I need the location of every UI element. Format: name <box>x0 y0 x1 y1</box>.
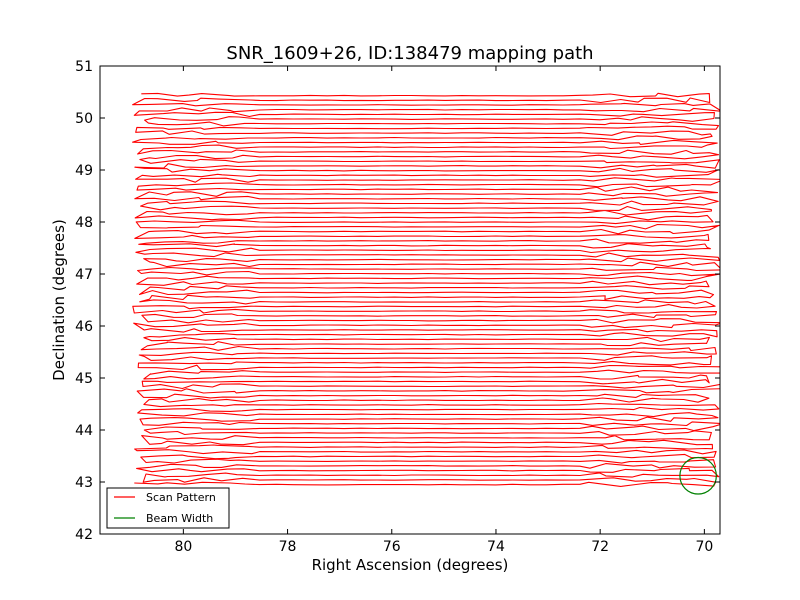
x-axis-label: Right Ascension (degrees) <box>312 556 509 574</box>
beam-width-series <box>679 456 717 495</box>
y-tick-label: 47 <box>75 267 93 283</box>
x-tick-label: 78 <box>279 539 297 555</box>
x-axis: 80 78 76 74 72 70 <box>174 66 713 555</box>
y-axis-label: Declination (degrees) <box>50 219 68 381</box>
y-tick-label: 51 <box>75 59 93 75</box>
x-tick-label: 74 <box>487 539 505 555</box>
x-tick-label: 72 <box>591 539 609 555</box>
plot-frame <box>99 65 721 535</box>
x-tick-label: 76 <box>383 539 401 555</box>
y-tick-label: 49 <box>75 163 93 179</box>
scan-pattern-line <box>132 92 720 487</box>
legend: Scan Pattern Beam Width <box>106 487 230 529</box>
y-tick-label: 45 <box>75 371 93 387</box>
y-tick-label: 43 <box>75 475 93 491</box>
y-axis: 42 43 44 45 46 47 48 49 50 51 <box>75 59 720 543</box>
legend-box <box>106 487 230 529</box>
legend-label-scan-pattern: Scan Pattern <box>146 491 216 504</box>
y-tick-label: 48 <box>75 215 93 231</box>
scan-pattern-series <box>132 92 720 487</box>
legend-label-beam-width: Beam Width <box>146 512 213 525</box>
y-tick-label: 50 <box>75 111 93 127</box>
beam-width-circle <box>679 456 717 495</box>
y-tick-label: 42 <box>75 527 93 543</box>
y-tick-label: 46 <box>75 319 93 335</box>
x-tick-label: 80 <box>174 539 192 555</box>
chart-title: SNR_1609+26, ID:138479 mapping path <box>226 43 593 64</box>
x-tick-label: 70 <box>695 539 713 555</box>
y-tick-label: 44 <box>75 423 93 439</box>
